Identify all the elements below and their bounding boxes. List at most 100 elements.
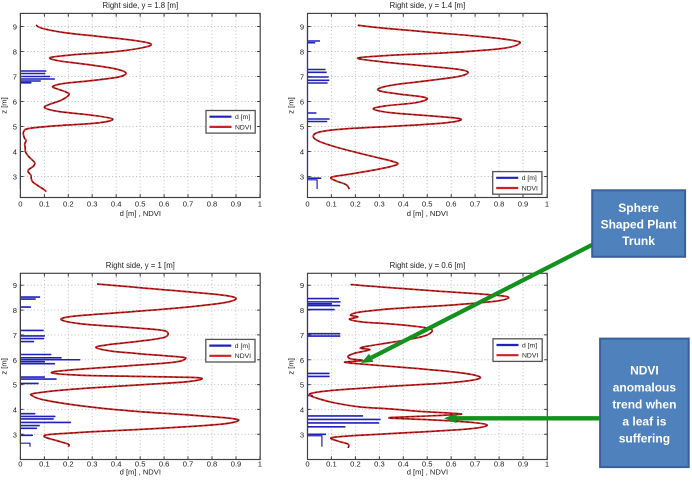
- svg-text:0.5: 0.5: [422, 200, 433, 209]
- svg-text:1: 1: [258, 460, 262, 469]
- svg-text:0.6: 0.6: [159, 460, 170, 469]
- svg-text:0.1: 0.1: [326, 200, 337, 209]
- svg-text:0.8: 0.8: [207, 200, 218, 209]
- svg-text:d [m]: d [m]: [235, 114, 250, 121]
- svg-text:5: 5: [13, 123, 17, 132]
- svg-text:3: 3: [13, 430, 17, 439]
- svg-text:Right side, y = 1 [m]: Right side, y = 1 [m]: [106, 261, 175, 270]
- svg-text:0.2: 0.2: [63, 200, 74, 209]
- svg-text:0.6: 0.6: [446, 200, 457, 209]
- svg-text:0.4: 0.4: [398, 200, 409, 209]
- svg-text:d [m]: d [m]: [235, 343, 250, 350]
- svg-text:8: 8: [13, 306, 17, 315]
- svg-text:6: 6: [13, 356, 17, 365]
- svg-text:1: 1: [545, 460, 549, 469]
- svg-text:0.9: 0.9: [231, 200, 242, 209]
- svg-text:Right side, y = 1.4 [m]: Right side, y = 1.4 [m]: [390, 1, 466, 10]
- svg-text:9: 9: [13, 23, 17, 32]
- svg-text:d [m] , NDVI: d [m] , NDVI: [120, 468, 161, 477]
- svg-text:0.3: 0.3: [87, 200, 98, 209]
- svg-text:9: 9: [300, 23, 304, 32]
- svg-text:d [m] , NDVI: d [m] , NDVI: [120, 209, 161, 218]
- svg-text:a leaf is: a leaf is: [622, 415, 666, 429]
- svg-text:3: 3: [300, 173, 304, 182]
- svg-text:0.5: 0.5: [135, 200, 146, 209]
- svg-text:0.3: 0.3: [374, 200, 385, 209]
- svg-text:0.2: 0.2: [350, 200, 361, 209]
- svg-text:0.8: 0.8: [494, 200, 505, 209]
- svg-text:6: 6: [300, 356, 304, 365]
- svg-text:z [m]: z [m]: [0, 358, 8, 374]
- svg-text:6: 6: [300, 98, 304, 107]
- svg-text:0.1: 0.1: [326, 460, 337, 469]
- svg-text:8: 8: [300, 306, 304, 315]
- svg-text:3: 3: [300, 430, 304, 439]
- svg-text:0: 0: [18, 460, 22, 469]
- svg-text:1: 1: [258, 200, 262, 209]
- svg-text:3: 3: [13, 173, 17, 182]
- svg-text:NDVI: NDVI: [235, 124, 251, 131]
- svg-text:6: 6: [13, 98, 17, 107]
- svg-text:0.5: 0.5: [422, 460, 433, 469]
- svg-text:4: 4: [300, 405, 304, 414]
- svg-text:0: 0: [18, 200, 22, 209]
- svg-text:0.6: 0.6: [159, 200, 170, 209]
- svg-text:0.4: 0.4: [398, 460, 409, 469]
- svg-text:0.1: 0.1: [39, 200, 50, 209]
- svg-text:0.6: 0.6: [446, 460, 457, 469]
- svg-text:anomalous: anomalous: [613, 381, 677, 395]
- svg-text:0.2: 0.2: [63, 460, 74, 469]
- svg-text:Shaped Plant: Shaped Plant: [601, 218, 677, 232]
- svg-text:z [m]: z [m]: [287, 97, 296, 113]
- svg-text:4: 4: [13, 148, 17, 157]
- svg-text:0.9: 0.9: [518, 460, 529, 469]
- svg-text:Sphere: Sphere: [618, 201, 659, 215]
- svg-text:8: 8: [13, 48, 17, 57]
- svg-text:0.1: 0.1: [39, 460, 50, 469]
- svg-text:NDVI: NDVI: [522, 185, 538, 192]
- svg-text:4: 4: [13, 405, 17, 414]
- svg-text:7: 7: [13, 73, 17, 82]
- svg-text:d [m]: d [m]: [522, 342, 537, 349]
- svg-text:suffering: suffering: [619, 432, 670, 446]
- svg-text:d [m] , NDVI: d [m] , NDVI: [407, 209, 448, 218]
- svg-text:0.2: 0.2: [350, 460, 361, 469]
- svg-text:0: 0: [305, 460, 309, 469]
- svg-text:0.8: 0.8: [494, 460, 505, 469]
- svg-text:7: 7: [300, 331, 304, 340]
- svg-text:0.4: 0.4: [111, 460, 122, 469]
- svg-text:Right side, y = 1.8 [m]: Right side, y = 1.8 [m]: [102, 1, 178, 10]
- svg-text:0.9: 0.9: [231, 460, 242, 469]
- svg-text:0.7: 0.7: [470, 460, 481, 469]
- svg-text:1: 1: [545, 200, 549, 209]
- svg-text:7: 7: [300, 73, 304, 82]
- svg-text:0.5: 0.5: [135, 460, 146, 469]
- svg-text:0.7: 0.7: [470, 200, 481, 209]
- svg-text:0: 0: [305, 200, 309, 209]
- svg-text:9: 9: [300, 281, 304, 290]
- svg-text:9: 9: [13, 281, 17, 290]
- svg-text:5: 5: [300, 381, 304, 390]
- svg-text:0.7: 0.7: [183, 200, 194, 209]
- svg-text:0.7: 0.7: [183, 460, 194, 469]
- svg-text:5: 5: [13, 381, 17, 390]
- svg-text:Trunk: Trunk: [622, 234, 655, 248]
- svg-text:d [m]: d [m]: [522, 175, 537, 182]
- svg-text:0.3: 0.3: [374, 460, 385, 469]
- svg-text:4: 4: [300, 148, 304, 157]
- svg-text:5: 5: [300, 123, 304, 132]
- svg-text:0.3: 0.3: [87, 460, 98, 469]
- svg-text:trend when: trend when: [612, 398, 676, 412]
- svg-text:8: 8: [300, 48, 304, 57]
- svg-text:NDVI: NDVI: [522, 353, 538, 360]
- svg-text:NDVI: NDVI: [630, 364, 659, 378]
- svg-text:0.9: 0.9: [518, 200, 529, 209]
- svg-text:d [m] , NDVI: d [m] , NDVI: [407, 468, 448, 477]
- svg-text:7: 7: [13, 331, 17, 340]
- svg-text:NDVI: NDVI: [235, 353, 251, 360]
- svg-text:0.8: 0.8: [207, 460, 218, 469]
- svg-text:z [m]: z [m]: [0, 97, 8, 113]
- svg-text:0.4: 0.4: [111, 200, 122, 209]
- svg-text:z [m]: z [m]: [287, 358, 296, 374]
- svg-text:Right side, y = 0.6 [m]: Right side, y = 0.6 [m]: [390, 261, 466, 270]
